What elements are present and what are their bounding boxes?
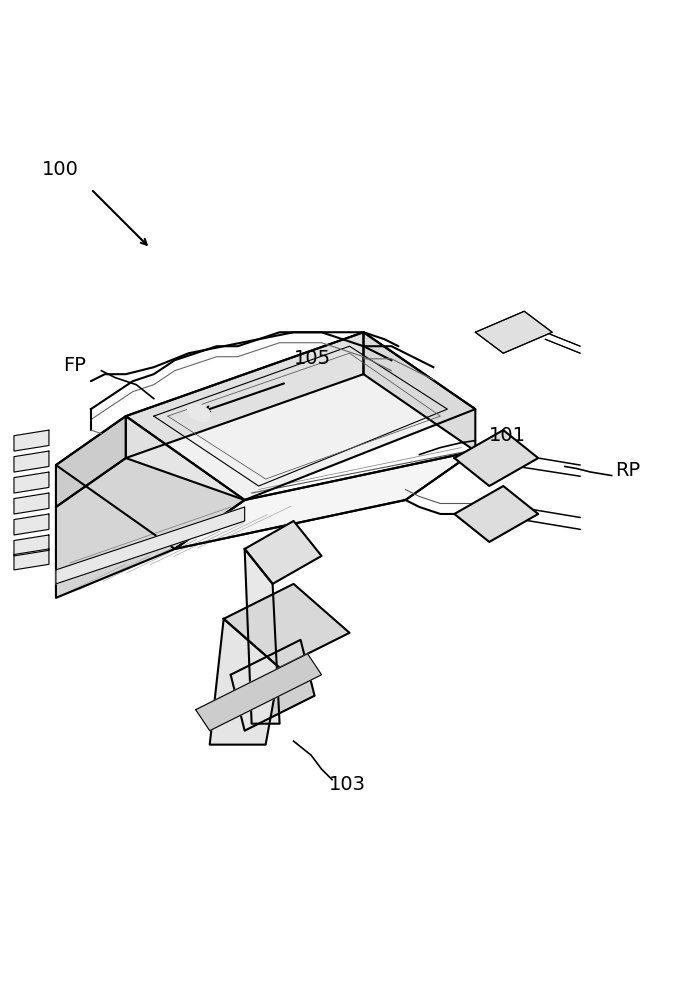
Polygon shape — [475, 311, 552, 353]
Polygon shape — [231, 640, 315, 731]
Polygon shape — [14, 493, 49, 514]
Polygon shape — [14, 451, 49, 472]
Polygon shape — [126, 332, 363, 458]
Polygon shape — [210, 619, 280, 745]
Polygon shape — [14, 430, 49, 451]
Text: RP: RP — [615, 461, 640, 480]
Polygon shape — [454, 430, 538, 486]
Text: FP: FP — [63, 356, 86, 375]
Text: 100: 100 — [42, 160, 79, 179]
Polygon shape — [14, 535, 49, 556]
Polygon shape — [224, 584, 350, 668]
Text: 101: 101 — [489, 426, 526, 445]
Polygon shape — [475, 311, 552, 353]
Polygon shape — [245, 549, 280, 724]
Polygon shape — [175, 451, 475, 549]
Polygon shape — [14, 472, 49, 493]
Text: 103: 103 — [329, 775, 366, 794]
Polygon shape — [14, 549, 49, 570]
Polygon shape — [196, 654, 322, 731]
Polygon shape — [454, 486, 538, 542]
Polygon shape — [56, 416, 245, 549]
Text: 105: 105 — [294, 349, 331, 368]
Polygon shape — [245, 521, 322, 584]
Polygon shape — [56, 458, 245, 598]
Polygon shape — [14, 514, 49, 535]
Polygon shape — [56, 416, 126, 507]
Polygon shape — [126, 332, 475, 500]
Polygon shape — [56, 507, 245, 584]
Polygon shape — [363, 332, 475, 451]
Ellipse shape — [187, 404, 211, 421]
